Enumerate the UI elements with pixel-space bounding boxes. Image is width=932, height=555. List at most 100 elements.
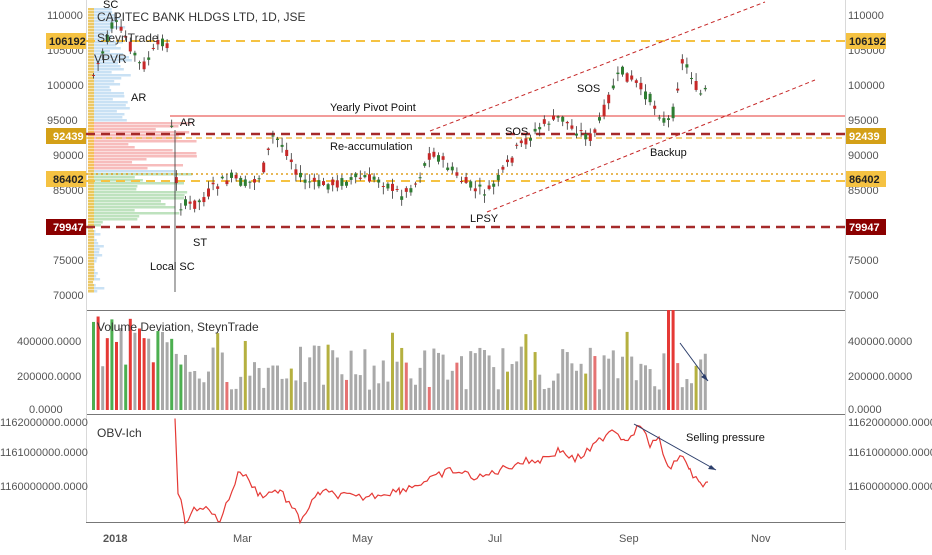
vpvr-bar — [88, 230, 94, 233]
vpvr-bar — [88, 149, 173, 152]
candle-body — [368, 174, 371, 182]
badge-86402: 86402 — [849, 174, 880, 186]
candle-body — [547, 123, 551, 125]
vpvr-bar — [88, 83, 121, 86]
candle-body — [630, 75, 634, 80]
price-tick: 90000 — [53, 150, 84, 162]
vpvr-label: VPVR — [94, 52, 127, 66]
vpvr-bar — [88, 152, 197, 155]
candle-body — [418, 177, 422, 179]
vpvr-bar — [88, 95, 125, 98]
annotation-ar-mid: AR — [180, 117, 195, 129]
volume-bar — [423, 350, 427, 410]
volume-bar — [257, 368, 261, 410]
candle-body — [234, 174, 238, 179]
vpvr-bar — [88, 209, 135, 212]
vpvr-bar — [88, 20, 117, 23]
vpvr-bar — [88, 191, 94, 194]
candle-body — [515, 144, 519, 146]
volume-bar — [478, 347, 482, 410]
obv-tick: 1161000000.0000 — [848, 447, 932, 459]
candle-body — [455, 172, 459, 176]
vpvr-bar — [88, 203, 166, 206]
annotation-sos-left: SOS — [505, 126, 528, 138]
candle-body — [671, 106, 675, 119]
volume-bar — [92, 321, 95, 410]
candle-body — [492, 183, 496, 187]
vpvr-bar — [88, 146, 135, 149]
volume-bar — [151, 362, 155, 410]
vpvr-bar — [88, 62, 94, 65]
vpvr-bar — [88, 77, 122, 80]
vpvr-bar — [88, 29, 94, 32]
vpvr-bar — [88, 65, 94, 68]
volume-bar — [303, 382, 307, 410]
volume-bar — [680, 387, 684, 410]
volume-bar — [349, 350, 353, 410]
vpvr-bar — [88, 164, 184, 167]
volume-bar — [326, 344, 330, 410]
volume-bar — [593, 356, 597, 410]
volume-bar — [437, 352, 440, 410]
vpvr-bar — [88, 113, 94, 116]
candle-body — [220, 176, 224, 179]
candle-body — [501, 166, 505, 170]
vpvr-bar — [88, 89, 94, 92]
volume-bar — [354, 374, 358, 410]
vpvr-bar — [88, 188, 94, 191]
candle-body — [409, 188, 413, 193]
candle-body — [349, 177, 353, 180]
candle-body — [483, 194, 486, 196]
volume-bar — [487, 355, 491, 410]
candle-body — [561, 116, 565, 122]
candle-body — [529, 138, 532, 141]
volume-bar — [510, 364, 514, 410]
volume-bar — [648, 369, 652, 410]
vpvr-bar — [88, 14, 94, 17]
vpvr-bar — [88, 47, 94, 50]
candle-body — [648, 93, 652, 103]
vpvr-bar — [88, 236, 94, 239]
annotation-local-sc: Local SC — [150, 261, 195, 273]
vpvr-bar — [88, 161, 133, 164]
vpvr-bar — [88, 272, 94, 275]
candle-body — [243, 179, 247, 186]
candle-body — [363, 175, 367, 178]
volume-bar — [464, 389, 468, 410]
vpvr-bar — [88, 104, 94, 107]
candle-body — [170, 125, 174, 127]
vpvr-bar — [88, 182, 94, 185]
vpvr-bar — [88, 125, 179, 128]
volume-bar — [395, 361, 399, 410]
vpvr-bar — [88, 212, 180, 215]
candle-body — [487, 185, 491, 189]
vpvr-bar — [88, 209, 94, 212]
vpvr-bar — [88, 194, 94, 197]
volume-bar — [101, 366, 105, 410]
vpvr-bar — [88, 128, 94, 131]
candle-body — [331, 179, 335, 186]
vpvr-bar — [88, 161, 94, 164]
volume-bar — [358, 375, 362, 410]
candle-body — [174, 177, 178, 184]
volume-bar — [639, 363, 643, 410]
vpvr-bar — [88, 221, 94, 224]
candle-body — [414, 183, 417, 185]
volume-bar — [340, 374, 344, 410]
volume-tick: 400000.0000 — [17, 336, 81, 348]
volume-bar — [699, 359, 703, 410]
vpvr-bar — [88, 176, 94, 179]
vpvr-bar — [88, 143, 129, 146]
vpvr-bar — [88, 176, 135, 179]
badge-92439: 92439 — [53, 131, 84, 143]
candle-body — [147, 57, 151, 60]
volume-bar — [335, 357, 339, 410]
vpvr-bar — [88, 122, 94, 125]
vpvr-bar — [88, 122, 192, 125]
annotation-lpsy: LPSY — [470, 213, 499, 225]
annotation-yearly-pivot: Yearly Pivot Point — [330, 102, 416, 114]
vpvr-bar — [88, 38, 111, 41]
vpvr-bar — [88, 221, 103, 224]
candle-body — [138, 62, 141, 64]
